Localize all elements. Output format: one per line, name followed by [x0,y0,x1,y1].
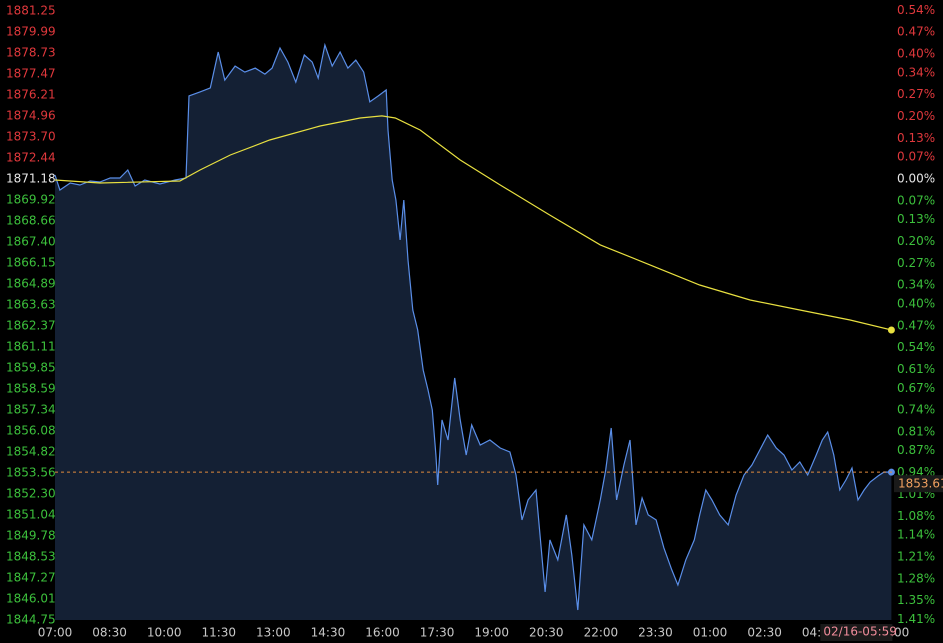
y2-tick-label: 0.47% [897,25,935,39]
x-tick-label: 20:30 [529,626,564,640]
y2-tick-label: 0.20% [897,109,935,123]
y-tick-label: 1844.75 [6,613,56,627]
last-price-box [894,475,943,493]
y2-tick-label: 1.21% [897,549,935,563]
y2-tick-label: 0.67% [897,381,935,395]
y-tick-label: 1873.70 [6,129,56,143]
x-tick-label: 08:30 [92,626,127,640]
y2-tick-label: 0.07% [897,193,935,207]
y2-tick-label: 0.40% [897,296,935,310]
y-tick-label: 1867.40 [6,235,56,249]
y-tick-label: 1858.59 [6,382,56,396]
y-tick-label: 1868.66 [6,214,56,228]
y2-tick-label: 0.74% [897,403,935,417]
y-tick-label: 1872.44 [6,150,56,164]
y-tick-label: 1856.08 [6,423,56,437]
y2-tick-label: 0.34% [897,65,935,79]
y-tick-label: 1849.78 [6,529,56,543]
cursor-box [820,624,893,641]
y2-tick-label: 0.27% [897,256,935,270]
cursor-label: 02/16-05:59 [823,625,897,639]
end-dot [887,326,895,334]
x-tick-label: 07:00 [38,626,73,640]
x-tick-label: 16:00 [365,626,400,640]
series-line [54,42,892,611]
x-tick-label: 13:00 [256,626,291,640]
y-tick-label: 1862.37 [6,319,56,333]
y-tick-label: 1852.30 [6,487,56,501]
y-tick-label: 1871.18 [6,172,56,186]
y-tick-label: 1854.82 [6,444,56,458]
y-tick-label: 1853.56 [6,466,56,480]
x-tick-label: 17:30 [420,626,455,640]
y-tick-label: 1877.47 [6,67,56,81]
y2-tick-label: 0.81% [897,424,935,438]
y2-tick-label: 0.40% [897,47,935,61]
y-tick-label: 1876.21 [6,88,56,102]
y-tick-label: 1847.27 [6,570,56,584]
x-tick-label: 11:30 [201,626,236,640]
y2-tick-label: 0.34% [897,278,935,292]
x-tick-label: 22:00 [584,626,619,640]
x-tick-label: 14:30 [311,626,346,640]
y-tick-label: 1881.25 [6,4,56,18]
y-tick-label: 1861.11 [6,340,56,354]
y2-tick-label: 1.08% [897,509,935,523]
price-area [55,45,892,620]
y-tick-label: 1859.85 [6,361,56,375]
x-tick-label: 02:30 [747,626,782,640]
y-tick-label: 1857.34 [6,402,56,416]
y2-tick-label: 0.47% [897,318,935,332]
last-price-label: 1853.61 [898,477,943,491]
y-tick-label: 1869.92 [6,193,56,207]
y2-tick-label: 0.54% [897,3,935,17]
y2-tick-label: 0.13% [897,212,935,226]
y-tick-label: 1851.04 [6,508,56,522]
series-line [54,115,892,331]
y2-tick-label: 0.54% [897,340,935,354]
y2-tick-label: 0.27% [897,87,935,101]
y-tick-label: 1864.89 [6,276,56,290]
y-tick-label: 1874.96 [6,108,56,122]
y2-tick-label: 0.61% [897,362,935,376]
y-tick-label: 1866.15 [6,255,56,269]
x-tick-label: 10:00 [147,626,182,640]
y2-tick-label: 1.41% [897,612,935,626]
y-tick-label: 1863.63 [6,297,56,311]
y-tick-label: 1848.53 [6,549,56,563]
y2-tick-label: 1.28% [897,571,935,585]
y-tick-label: 1879.99 [6,25,56,39]
y-tick-label: 1878.73 [6,46,56,60]
x-tick-label: 19:00 [474,626,509,640]
y2-tick-label: 0.13% [897,131,935,145]
y2-tick-label: 1.35% [897,593,935,607]
y-tick-label: 1846.01 [6,591,56,605]
y2-tick-label: 0.07% [897,150,935,164]
y2-tick-label: 0.00% [897,172,935,186]
x-tick-label: 23:30 [638,626,673,640]
y2-tick-label: 0.20% [897,234,935,248]
y2-tick-label: 0.87% [897,443,935,457]
y2-tick-label: 1.14% [897,528,935,542]
x-tick-label: 01:00 [693,626,728,640]
